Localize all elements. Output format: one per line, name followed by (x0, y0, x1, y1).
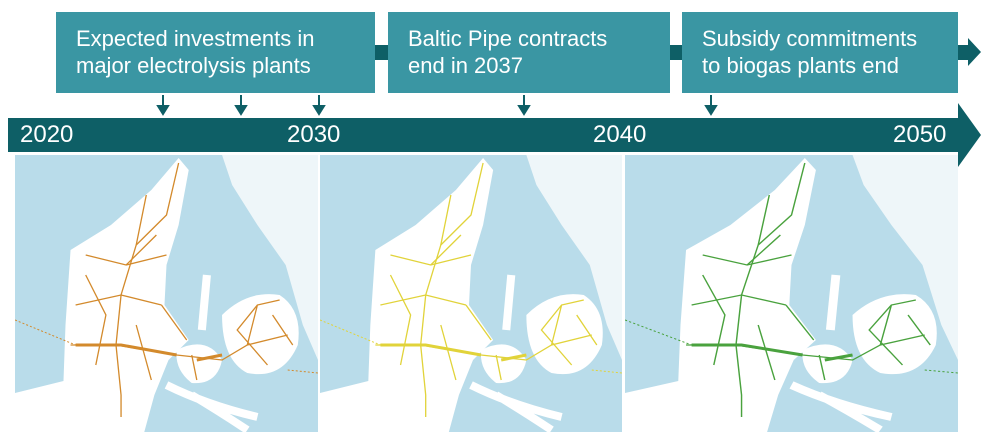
event-box: Expected investments in major electrolys… (56, 12, 375, 93)
year-label: 2030 (287, 121, 341, 148)
maps (15, 155, 958, 432)
event-text: major electrolysis plants (76, 53, 311, 78)
connector (375, 45, 388, 60)
connector (670, 45, 682, 60)
map-2020 (15, 155, 318, 432)
year-label: 2040 (593, 121, 647, 148)
year-label: 2020 (20, 121, 74, 148)
event-text: Subsidy commitments (702, 26, 918, 51)
timeline-arrow (8, 103, 981, 167)
map-2030 (320, 155, 622, 432)
event-box: Baltic Pipe contracts end in 2037 (388, 12, 670, 93)
event-markers (156, 95, 718, 116)
event-text: Expected investments in (76, 26, 315, 51)
event-box: Subsidy commitments to biogas plants end (682, 12, 958, 93)
event-text: to biogas plants end (702, 53, 899, 78)
year-label: 2050 (893, 121, 947, 148)
event-text: end in 2037 (408, 53, 523, 78)
event-text: Baltic Pipe contracts (408, 26, 608, 51)
connector-arrow (958, 38, 981, 66)
map-2040 (625, 155, 958, 432)
